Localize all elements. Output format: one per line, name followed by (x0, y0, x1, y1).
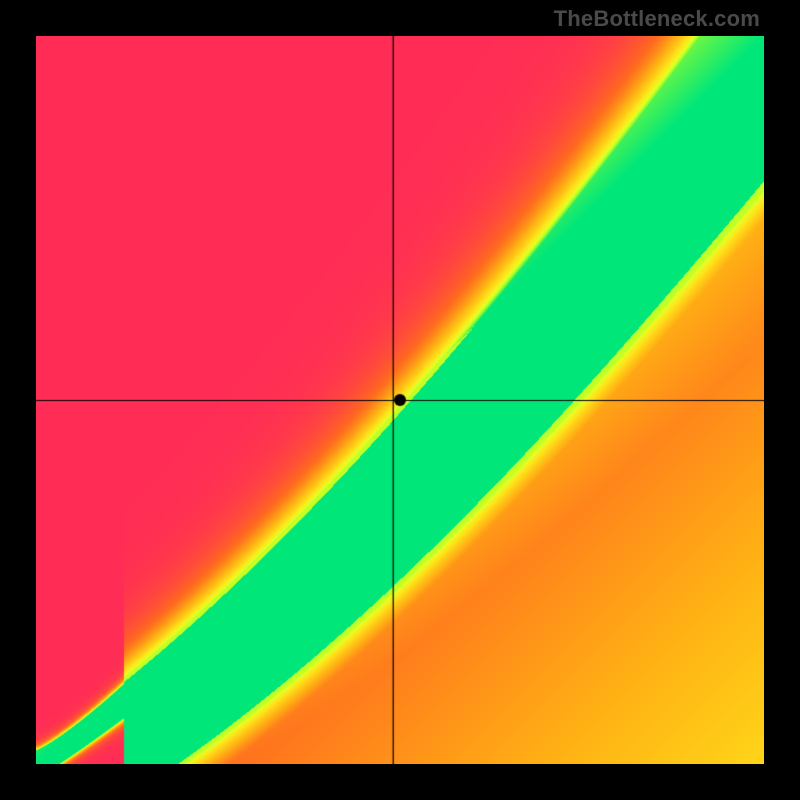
chart-container: TheBottleneck.com (0, 0, 800, 800)
bottleneck-heatmap (36, 36, 764, 764)
watermark-text: TheBottleneck.com (554, 6, 760, 32)
